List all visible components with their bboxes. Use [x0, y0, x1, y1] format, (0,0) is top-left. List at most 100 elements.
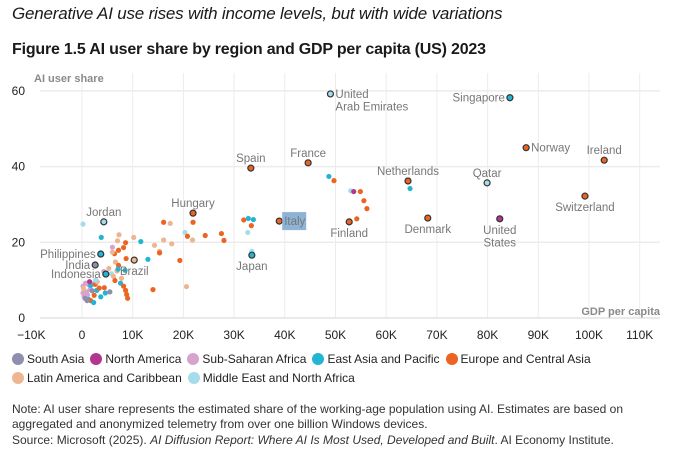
- data-point[interactable]: [102, 290, 108, 296]
- data-point[interactable]: [114, 238, 121, 244]
- data-point[interactable]: [184, 233, 191, 239]
- point-united-arab-emirates[interactable]: [326, 90, 335, 98]
- data-point[interactable]: [161, 237, 167, 243]
- legend-item-eap[interactable]: East Asia and Pacific: [312, 350, 440, 369]
- data-point[interactable]: [183, 283, 190, 290]
- legend-swatch: [90, 353, 103, 365]
- data-point[interactable]: [80, 221, 86, 227]
- data-point[interactable]: [115, 247, 122, 253]
- data-point[interactable]: [150, 287, 156, 293]
- data-point[interactable]: [407, 185, 413, 192]
- point-india[interactable]: [91, 261, 99, 269]
- point-spain[interactable]: [247, 164, 255, 172]
- data-point[interactable]: [109, 244, 116, 250]
- data-point[interactable]: [120, 283, 127, 289]
- data-point[interactable]: [93, 277, 99, 283]
- data-point[interactable]: [118, 275, 125, 281]
- legend-item-lac[interactable]: Latin America and Caribbean: [12, 369, 182, 388]
- data-point[interactable]: [245, 229, 251, 236]
- data-point[interactable]: [123, 255, 129, 262]
- point-qatar[interactable]: [483, 179, 491, 187]
- data-point[interactable]: [98, 234, 104, 240]
- data-point[interactable]: [190, 219, 196, 225]
- data-point[interactable]: [106, 265, 112, 272]
- gridlines: [40, 73, 660, 319]
- data-point[interactable]: [351, 188, 357, 195]
- point-norway[interactable]: [522, 144, 530, 152]
- data-point[interactable]: [109, 249, 116, 255]
- point-denmark-label: Denmark: [404, 224, 451, 236]
- data-point[interactable]: [218, 230, 225, 237]
- data-point[interactable]: [245, 215, 251, 222]
- data-point[interactable]: [169, 241, 175, 247]
- data-point[interactable]: [122, 267, 128, 273]
- point-netherlands[interactable]: [404, 177, 412, 185]
- data-point[interactable]: [364, 206, 370, 212]
- data-point[interactable]: [145, 256, 151, 262]
- legend-item-ssa[interactable]: Sub-Saharan Africa: [187, 350, 306, 369]
- data-point[interactable]: [87, 279, 93, 285]
- point-switzerland[interactable]: [581, 192, 589, 200]
- data-point[interactable]: [177, 257, 183, 264]
- legend-item-north-america[interactable]: North America: [90, 350, 181, 369]
- data-point[interactable]: [115, 262, 122, 268]
- data-point[interactable]: [361, 198, 367, 204]
- highlight-box: [282, 212, 307, 231]
- point-philippines[interactable]: [97, 250, 105, 258]
- data-point[interactable]: [357, 188, 363, 195]
- data-point[interactable]: [125, 295, 131, 301]
- data-point[interactable]: [156, 250, 163, 256]
- data-point[interactable]: [182, 229, 188, 236]
- data-point[interactable]: [248, 223, 254, 229]
- data-point[interactable]: [123, 287, 129, 293]
- data-point[interactable]: [96, 285, 102, 291]
- data-point[interactable]: [115, 266, 121, 272]
- data-point[interactable]: [189, 237, 196, 243]
- data-point[interactable]: [138, 238, 144, 245]
- legend-swatch: [445, 353, 458, 365]
- data-point[interactable]: [89, 288, 95, 294]
- data-point[interactable]: [98, 294, 104, 300]
- data-point[interactable]: [354, 216, 360, 222]
- point-finland[interactable]: [345, 218, 353, 226]
- data-point[interactable]: [331, 178, 337, 184]
- data-point[interactable]: [110, 273, 117, 279]
- data-point[interactable]: [112, 259, 119, 265]
- data-point[interactable]: [120, 244, 127, 251]
- data-point[interactable]: [167, 220, 173, 226]
- x-tick-labels: −10K 0 10K 20K 30K 40K 50K 60K 70K 80K 90K 100K 110K: [17, 328, 653, 342]
- point-brazil[interactable]: [130, 256, 138, 264]
- point-france[interactable]: [304, 159, 312, 167]
- data-point[interactable]: [91, 292, 97, 298]
- point-indonesia[interactable]: [102, 270, 110, 278]
- headline: Generative AI use rises with income leve…: [12, 4, 503, 23]
- point-denmark[interactable]: [424, 214, 432, 222]
- data-point[interactable]: [326, 173, 332, 180]
- data-point[interactable]: [250, 216, 256, 223]
- point-jordan[interactable]: [100, 218, 108, 226]
- data-point[interactable]: [202, 232, 208, 239]
- point-hungary[interactable]: [189, 209, 197, 217]
- legend-item-south-asia[interactable]: South Asia: [12, 350, 84, 369]
- data-point[interactable]: [80, 285, 87, 292]
- data-point[interactable]: [221, 237, 227, 244]
- point-japan[interactable]: [248, 251, 256, 259]
- data-point[interactable]: [151, 242, 158, 248]
- data-point[interactable]: [116, 232, 122, 238]
- data-point[interactable]: [112, 277, 118, 284]
- point-singapore[interactable]: [506, 94, 514, 102]
- data-point[interactable]: [91, 299, 97, 306]
- legend-item-mena[interactable]: Middle East and North Africa: [187, 369, 355, 388]
- data-point[interactable]: [107, 289, 113, 295]
- point-ireland[interactable]: [600, 156, 608, 164]
- legend-item-eca[interactable]: Europe and Central Asia: [445, 350, 591, 369]
- point-united-arab-emirates-label: United Arab Emirates: [335, 89, 408, 114]
- data-point[interactable]: [101, 285, 107, 291]
- data-point[interactable]: [84, 297, 90, 304]
- point-united-states[interactable]: [496, 215, 504, 223]
- data-point[interactable]: [123, 240, 129, 246]
- point-italy[interactable]: [275, 217, 283, 225]
- data-point[interactable]: [161, 219, 167, 225]
- data-point[interactable]: [241, 217, 247, 223]
- data-point[interactable]: [131, 234, 137, 240]
